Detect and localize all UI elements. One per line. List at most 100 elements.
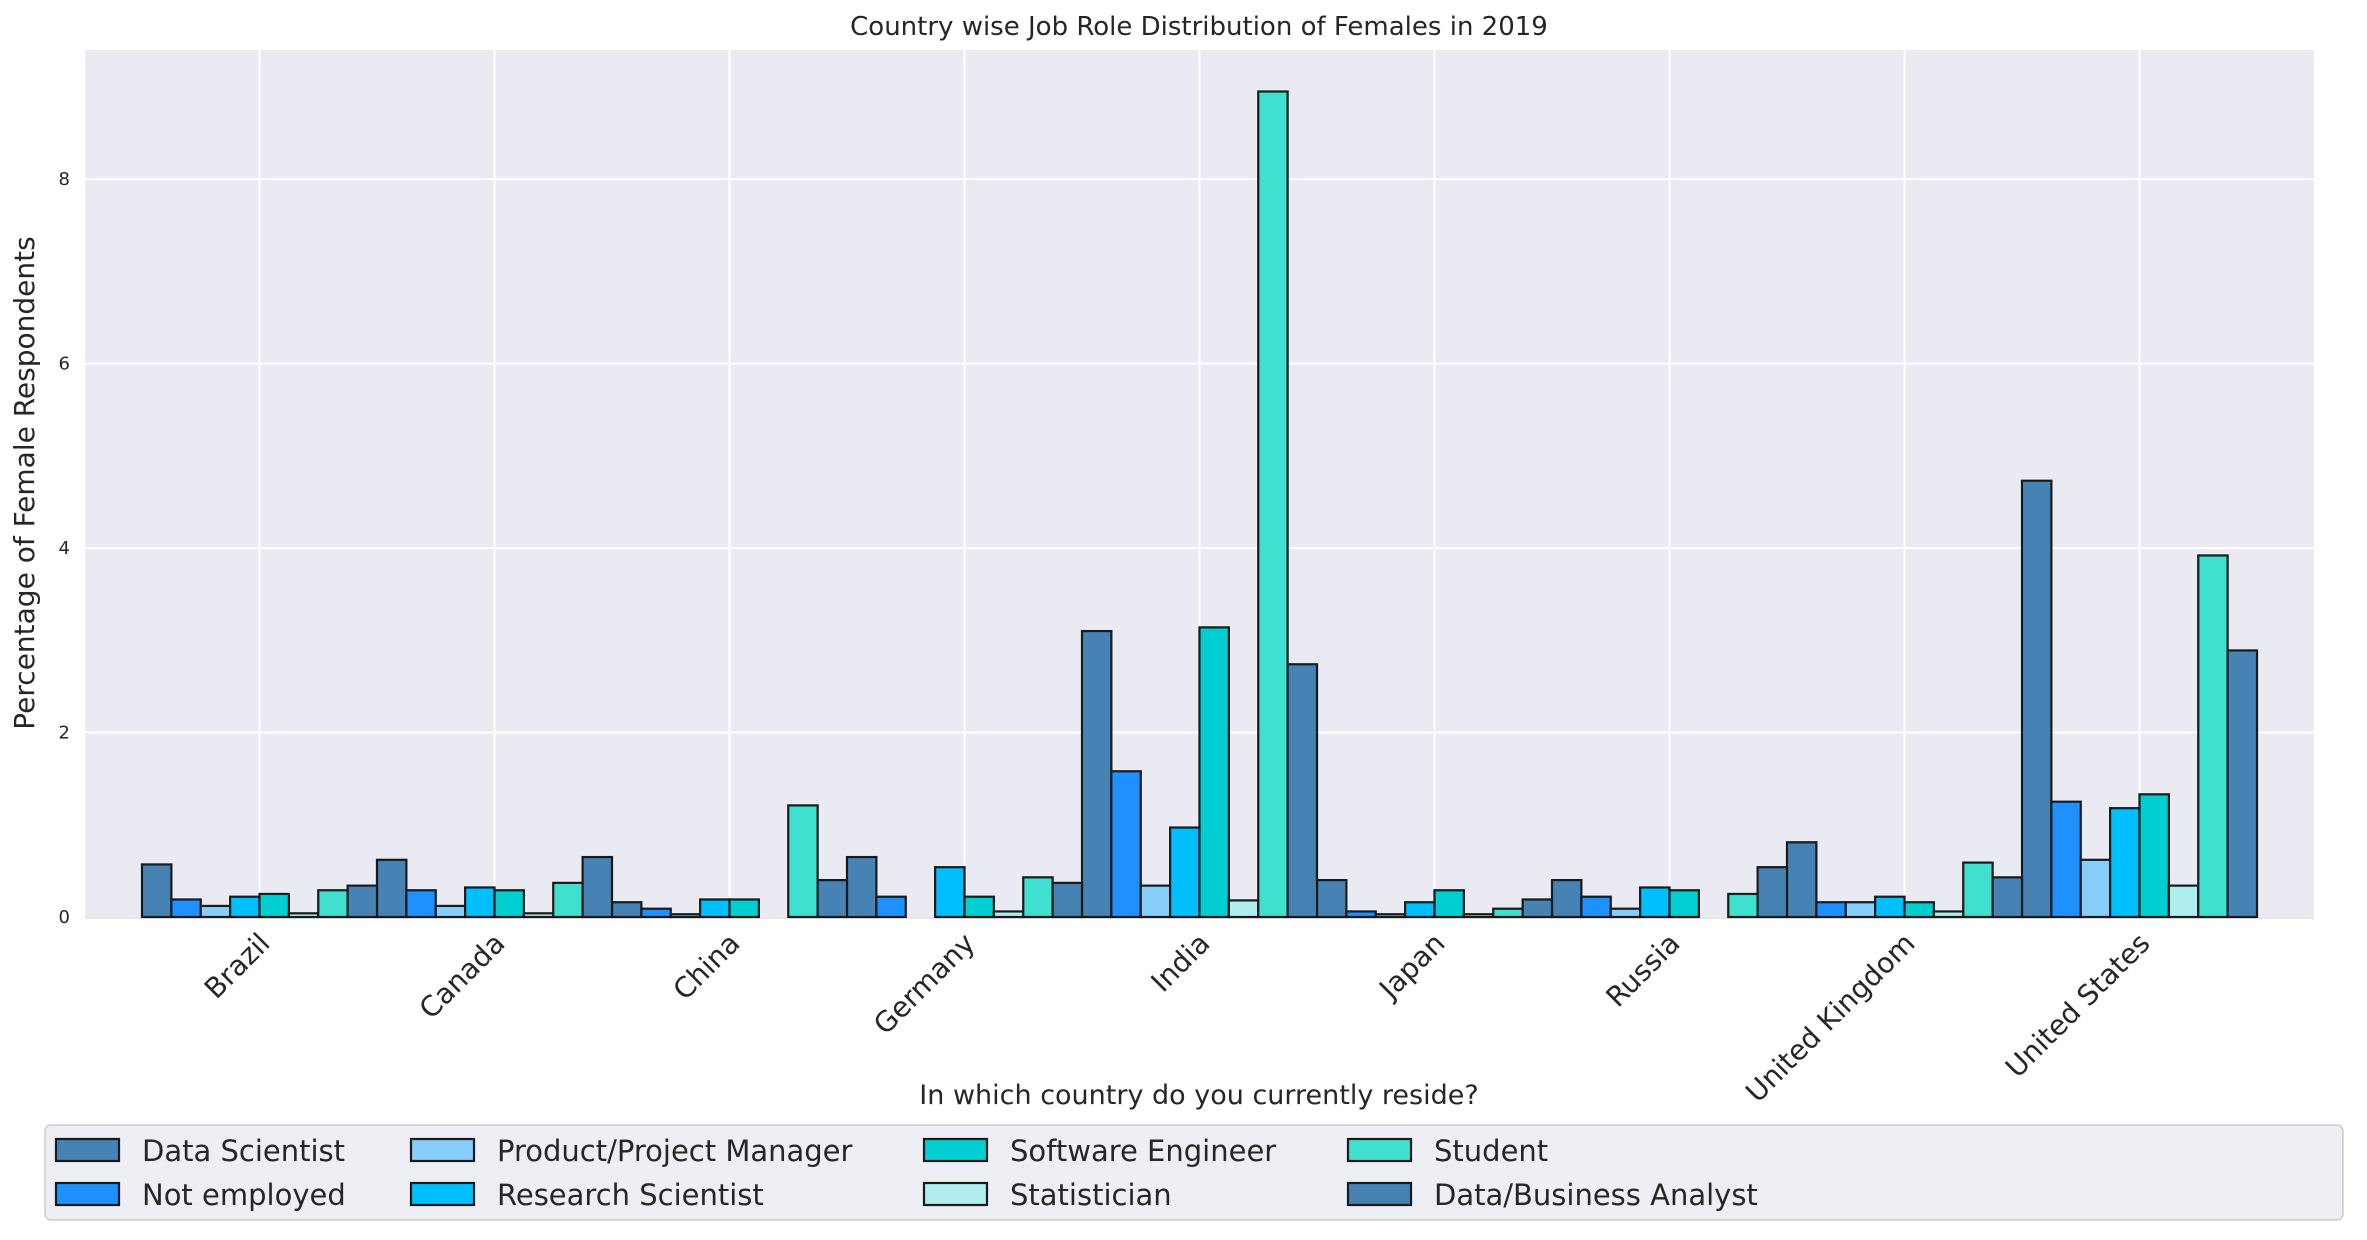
bar-data-scientist-russia [1550,879,1583,919]
bar-not-employed-germany [875,895,907,919]
bar-research-scientist-united-states [2109,807,2141,919]
bar-data-scientist-united-states [2020,479,2053,919]
bar-student-india [1257,90,1289,919]
bar-not-employed-china [640,907,672,919]
x-tick-label: China [667,927,747,1007]
x-tick-label: Japan [1371,927,1451,1007]
bar-software-engineer-germany [963,895,995,919]
bar-student-germany [1022,876,1054,919]
legend-swatch [54,1181,121,1207]
bar-student-canada [552,881,584,919]
bar-student-japan [1492,907,1524,919]
bar-data-business-analyst-united-states [2226,649,2259,919]
bar-not-employed-brazil [170,898,202,919]
y-tick-label: 6 [59,354,70,375]
legend-label: Research Scientist [497,1178,764,1212]
bar-data-scientist-japan [1315,879,1348,919]
bar-product-project-manager-india [1139,884,1172,919]
y-tick-label: 2 [59,723,70,744]
bar-data-scientist-united-kingdom [1785,841,1818,919]
bar-research-scientist-russia [1639,886,1671,919]
x-tick-label: Brazil [198,927,277,1006]
legend-label: Data/Business Analyst [1434,1178,1758,1212]
legend-label: Student [1434,1134,1548,1168]
bar-research-scientist-japan [1404,901,1436,919]
y-tick-label: 8 [59,169,70,190]
bar-product-project-manager-united-kingdom [1844,901,1877,919]
bar-not-employed-united-states [2050,800,2082,919]
bar-data-business-analyst-china [816,879,849,919]
bar-data-business-analyst-japan [1521,898,1554,919]
bar-not-employed-united-kingdom [1815,901,1847,919]
legend-swatch [409,1137,476,1163]
legend-frame [44,1124,2344,1221]
bar-statistician-canada [522,912,555,919]
bar-research-scientist-canada [464,886,496,919]
bar-not-employed-russia [1580,895,1612,919]
bar-product-project-manager-china [669,913,702,919]
bar-data-scientist-india [1080,629,1113,919]
x-axis-label: In which country do you currently reside… [919,1080,1478,1111]
bar-student-brazil [317,889,349,919]
bar-data-scientist-china [610,901,643,919]
bar-software-engineer-brazil [258,892,290,919]
bar-software-engineer-india [1198,626,1230,919]
bar-student-united-states [2197,554,2229,919]
bar-data-business-analyst-brazil [346,884,379,919]
bar-statistician-germany [992,910,1025,919]
legend-label: Data Scientist [142,1134,345,1168]
bar-research-scientist-united-kingdom [1874,895,1906,919]
legend: Data Scientist Not employed Product/Projec… [44,1124,2344,1221]
bar-product-project-manager-japan [1374,913,1407,919]
bar-software-engineer-canada [493,889,525,919]
bar-software-engineer-russia [1668,889,1700,919]
x-tick-label: Russia [1599,927,1686,1014]
y-axis-label: Percentage of Female Respondents [8,236,41,729]
bar-product-project-manager-canada [434,904,467,919]
bar-research-scientist-germany [934,866,966,919]
bar-software-engineer-united-states [2138,793,2170,919]
y-tick-labels: 0 2 4 6 8 [59,169,70,928]
legend-swatch [922,1181,989,1207]
x-tick-label: United States [1999,927,2156,1084]
legend-swatch [922,1137,989,1163]
bar-data-business-analyst-india [1286,663,1319,919]
bar-data-scientist-germany [845,855,878,919]
bar-product-project-manager-united-states [2079,858,2112,919]
chart-title: Country wise Job Role Distribution of Fe… [850,12,1548,42]
bar-student-russia [1727,892,1759,919]
bar-statistician-japan [1462,913,1495,919]
legend-label: Software Engineer [1010,1134,1276,1168]
bar-data-business-analyst-canada [581,855,614,919]
x-tick-label: Canada [413,927,512,1026]
bars [140,90,2259,919]
bar-not-employed-india [1110,770,1142,919]
legend-label: Product/Project Manager [497,1134,853,1168]
bar-student-china [787,804,819,919]
bar-data-scientist-brazil [140,863,173,919]
x-tick-label: United Kingdom [1739,927,1921,1109]
bar-product-project-manager-brazil [199,904,232,919]
legend-swatch [409,1181,476,1207]
bar-statistician-india [1227,899,1260,919]
y-tick-label: 4 [59,538,70,559]
legend-swatch [1346,1137,1413,1163]
legend-label: Statistician [1010,1178,1172,1212]
bar-not-employed-japan [1345,910,1377,919]
bar-statistician-brazil [287,912,320,919]
bar-statistician-united-kingdom [1932,910,1965,919]
bar-research-scientist-brazil [229,895,261,919]
bar-software-engineer-china [728,898,760,919]
legend-label: Not employed [142,1178,346,1212]
bar-data-business-analyst-russia [1756,866,1789,919]
bar-software-engineer-united-kingdom [1903,901,1935,919]
bar-data-business-analyst-united-kingdom [1991,876,2024,919]
bar-not-employed-canada [405,889,437,919]
x-tick-label: India [1145,927,1217,999]
legend-swatch [54,1137,121,1163]
y-tick-label: 0 [59,907,70,928]
x-tick-label: Germany [867,927,981,1041]
bar-data-scientist-canada [375,858,408,919]
bar-data-business-analyst-germany [1051,881,1084,919]
